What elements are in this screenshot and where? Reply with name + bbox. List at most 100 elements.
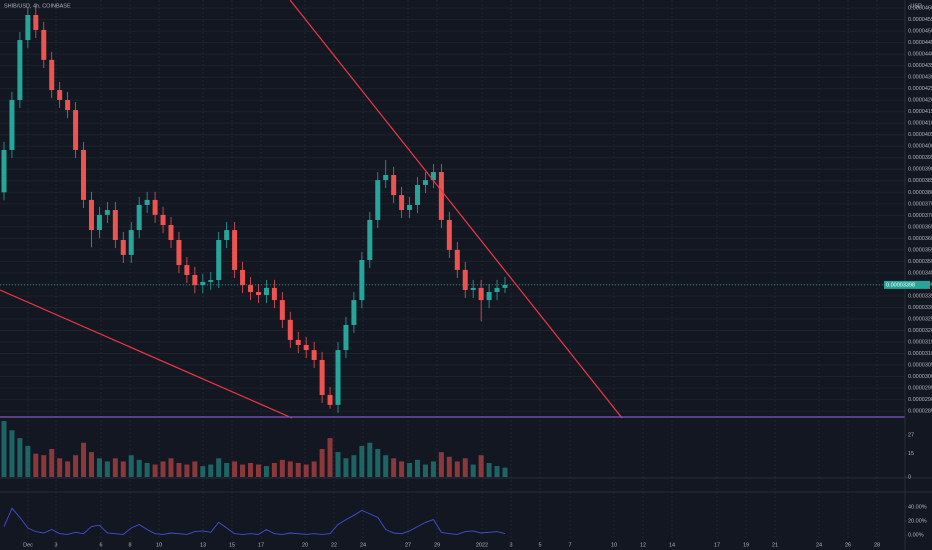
volume-bar (104, 461, 110, 477)
volume-bar (81, 442, 87, 477)
volume-bar (422, 464, 428, 477)
x-tick-label: 10 (156, 542, 162, 548)
candle-body (263, 287, 269, 296)
candle-body (81, 149, 87, 200)
candle-body (351, 300, 357, 325)
volume-bar (319, 448, 325, 477)
x-tick-label: 6 (99, 542, 102, 548)
candle-body (383, 175, 389, 181)
candle-body (65, 99, 71, 111)
candle-body (462, 269, 468, 290)
candle-body (327, 394, 333, 405)
x-tick-label: 14 (669, 542, 675, 548)
oscillator-tick-label: 0.00% (908, 533, 924, 539)
volume-bar (232, 461, 238, 477)
y-tick-label: 0.00002900 (908, 397, 932, 403)
y-tick-label: 0.00003300 (908, 305, 932, 311)
x-tick-label: 19 (743, 542, 749, 548)
y-tick-label: 0.00004050 (908, 132, 932, 138)
volume-bar (430, 461, 436, 477)
x-tick-label: 26 (845, 542, 851, 548)
y-tick-label: 0.00004400 (908, 52, 932, 58)
x-tick-label: 21 (772, 542, 778, 548)
volume-tick-label: 15 (908, 451, 914, 457)
volume-bar (224, 462, 230, 477)
volume-bar (49, 448, 55, 477)
y-tick-label: 0.00003100 (908, 351, 932, 357)
volume-bar (144, 462, 150, 477)
x-tick-label: Dec (23, 542, 33, 548)
y-tick-label: 0.00004100 (908, 121, 932, 127)
volume-bar (17, 438, 23, 477)
volume-bar (9, 430, 15, 477)
volume-bar (112, 458, 118, 477)
candle-body (311, 350, 317, 360)
candle-body (295, 339, 301, 345)
volume-bar (343, 458, 349, 477)
volume-bar (88, 452, 94, 477)
volume-bar (415, 459, 421, 477)
candle-body (144, 199, 150, 205)
volume-bar (25, 445, 31, 477)
volume-bar (399, 461, 405, 477)
volume-bar (168, 458, 174, 477)
trend-line (289, 0, 623, 419)
volume-bar (96, 458, 102, 477)
y-tick-label: 0.00003050 (908, 362, 932, 368)
candle-body (112, 210, 118, 240)
volume-bar (375, 448, 381, 477)
volume-bar (255, 464, 261, 477)
volume-bar (494, 466, 500, 477)
y-tick-label: 0.00004250 (908, 86, 932, 92)
y-tick-label: 0.00004300 (908, 75, 932, 81)
x-tick-label: 17 (258, 542, 264, 548)
y-tick-label: 0.00003450 (908, 270, 932, 276)
x-tick-label: 24 (360, 542, 366, 548)
candle-body (287, 319, 293, 340)
volume-bar (208, 464, 214, 477)
candle-body (96, 214, 102, 231)
y-tick-label: 0.00002950 (908, 386, 932, 392)
candle-body (120, 239, 126, 255)
candle-body (248, 285, 254, 293)
candle-body (176, 239, 182, 266)
volume-tick-label: 0 (908, 474, 911, 480)
candle-body (367, 219, 373, 261)
candle-body (303, 344, 309, 351)
volume-bar (383, 455, 389, 477)
volume-bar (120, 461, 126, 477)
candle-body (502, 284, 508, 288)
y-tick-label: 0.00003250 (908, 316, 932, 322)
y-tick-label: 0.00004600 (908, 6, 932, 12)
x-tick-label: 28 (874, 542, 880, 548)
candle-body (49, 59, 55, 91)
candle-body (391, 175, 397, 196)
y-tick-label: 0.00003650 (908, 224, 932, 230)
y-tick-label: 0.00003000 (908, 374, 932, 380)
y-tick-label: 0.00002850 (908, 409, 932, 415)
candle-body (57, 90, 63, 100)
candle-body (184, 265, 190, 275)
x-tick-label: 20 (302, 542, 308, 548)
volume-bar (73, 455, 79, 477)
volume-bar (407, 462, 413, 477)
candle-body (343, 324, 349, 351)
candle-body (1, 149, 7, 193)
y-tick-label: 0.00003600 (908, 236, 932, 242)
trend-line (0, 289, 293, 419)
y-tick-label: 0.00004150 (908, 109, 932, 115)
candle-body (359, 260, 365, 301)
y-tick-label: 0.00003900 (908, 167, 932, 173)
last-price-box (884, 280, 930, 289)
last-price-label: 0.00003398 (886, 282, 915, 288)
x-tick-label: 3 (509, 542, 512, 548)
candle-body (415, 184, 421, 205)
volume-bar (263, 466, 269, 477)
volume-bar (216, 458, 222, 477)
candle-body (494, 287, 500, 293)
x-tick-label: 17 (714, 542, 720, 548)
candle-body (88, 199, 94, 231)
volume-bar (57, 458, 63, 477)
volume-bar (136, 459, 142, 477)
